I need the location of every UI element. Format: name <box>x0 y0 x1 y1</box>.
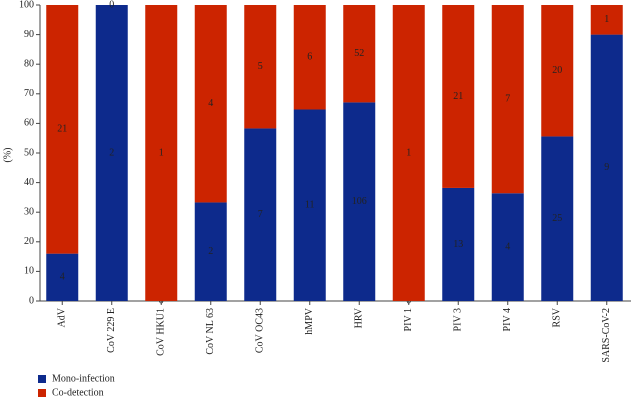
y-axis-label: (%) <box>2 148 13 163</box>
data-label: 106 <box>352 196 367 207</box>
data-label: 2 <box>109 147 114 158</box>
bar-segment <box>194 202 227 301</box>
bar-segment <box>491 5 524 194</box>
legend-swatch <box>38 389 46 397</box>
y-tick-label: 90 <box>24 29 34 40</box>
y-tick-label: 60 <box>24 118 34 129</box>
bar-segment <box>343 102 376 301</box>
bar-segment <box>590 34 623 301</box>
y-tick-label: 0 <box>29 295 34 306</box>
legend-label: Mono-infection <box>52 373 115 384</box>
bar-segment <box>293 5 326 110</box>
bar-segment <box>541 136 574 301</box>
data-label: 6 <box>307 52 312 63</box>
legend-swatch <box>38 375 46 383</box>
y-tick-label: 30 <box>24 206 34 217</box>
data-label: 7 <box>258 209 263 220</box>
data-label: 5 <box>258 61 263 72</box>
y-tick-label: 100 <box>19 0 34 10</box>
data-label: 9 <box>604 162 609 173</box>
x-tick-label: CoV OC43 <box>255 308 266 353</box>
bar-segment <box>244 5 277 129</box>
y-tick-label: 70 <box>24 88 34 99</box>
x-tick-label: PIV 1 <box>403 308 414 331</box>
x-tick-label: SARS-CoV-2 <box>601 308 612 363</box>
x-tick-label: HRV <box>354 307 365 328</box>
y-tick-label: 20 <box>24 236 34 247</box>
x-tick-label: RSV <box>552 307 563 327</box>
data-label: 2 <box>208 246 213 257</box>
bar-segment <box>392 5 425 301</box>
bar-segment <box>46 5 79 254</box>
y-tick-label: 80 <box>24 58 34 69</box>
data-label: 0 <box>109 0 114 10</box>
legend-label: Co-detection <box>52 387 104 398</box>
y-tick-label: 10 <box>24 266 34 277</box>
bar-segment <box>145 5 178 301</box>
data-label: 20 <box>552 65 562 76</box>
x-tick-label: CoV HKU1 <box>156 308 167 356</box>
data-label: 4 <box>505 241 510 252</box>
data-label: 25 <box>552 213 562 224</box>
bar-segment <box>95 5 128 301</box>
bar-segment <box>343 5 376 103</box>
y-tick-label: 40 <box>24 177 34 188</box>
data-label: 21 <box>453 91 463 102</box>
bar-segment <box>442 187 475 301</box>
data-label: 1 <box>406 147 411 158</box>
data-label: 1 <box>159 147 164 158</box>
x-tick-label: CoV 229 E <box>106 308 117 353</box>
data-label: 21 <box>57 124 67 135</box>
x-tick-label: PIV 3 <box>453 308 464 331</box>
bar-segment <box>541 5 574 137</box>
data-label: 11 <box>305 200 315 211</box>
bar-segment <box>293 109 326 301</box>
x-tick-label: hMPV <box>304 307 315 334</box>
data-label: 7 <box>505 93 510 104</box>
bar-segment <box>442 5 475 188</box>
x-tick-label: AdV <box>57 307 68 327</box>
data-label: 4 <box>60 272 65 283</box>
bar-segment <box>244 128 277 301</box>
y-tick-label: 50 <box>24 147 34 158</box>
x-tick-label: PIV 4 <box>502 308 513 331</box>
bar-segment <box>46 253 79 301</box>
bar-segment <box>194 5 227 203</box>
data-label: 13 <box>453 239 463 250</box>
data-label: 4 <box>208 98 213 109</box>
data-label: 1 <box>604 14 609 25</box>
bar-segment <box>491 193 524 301</box>
x-tick-label: CoV NL 63 <box>205 308 216 355</box>
bar-segment <box>590 5 623 35</box>
data-label: 52 <box>354 48 364 59</box>
